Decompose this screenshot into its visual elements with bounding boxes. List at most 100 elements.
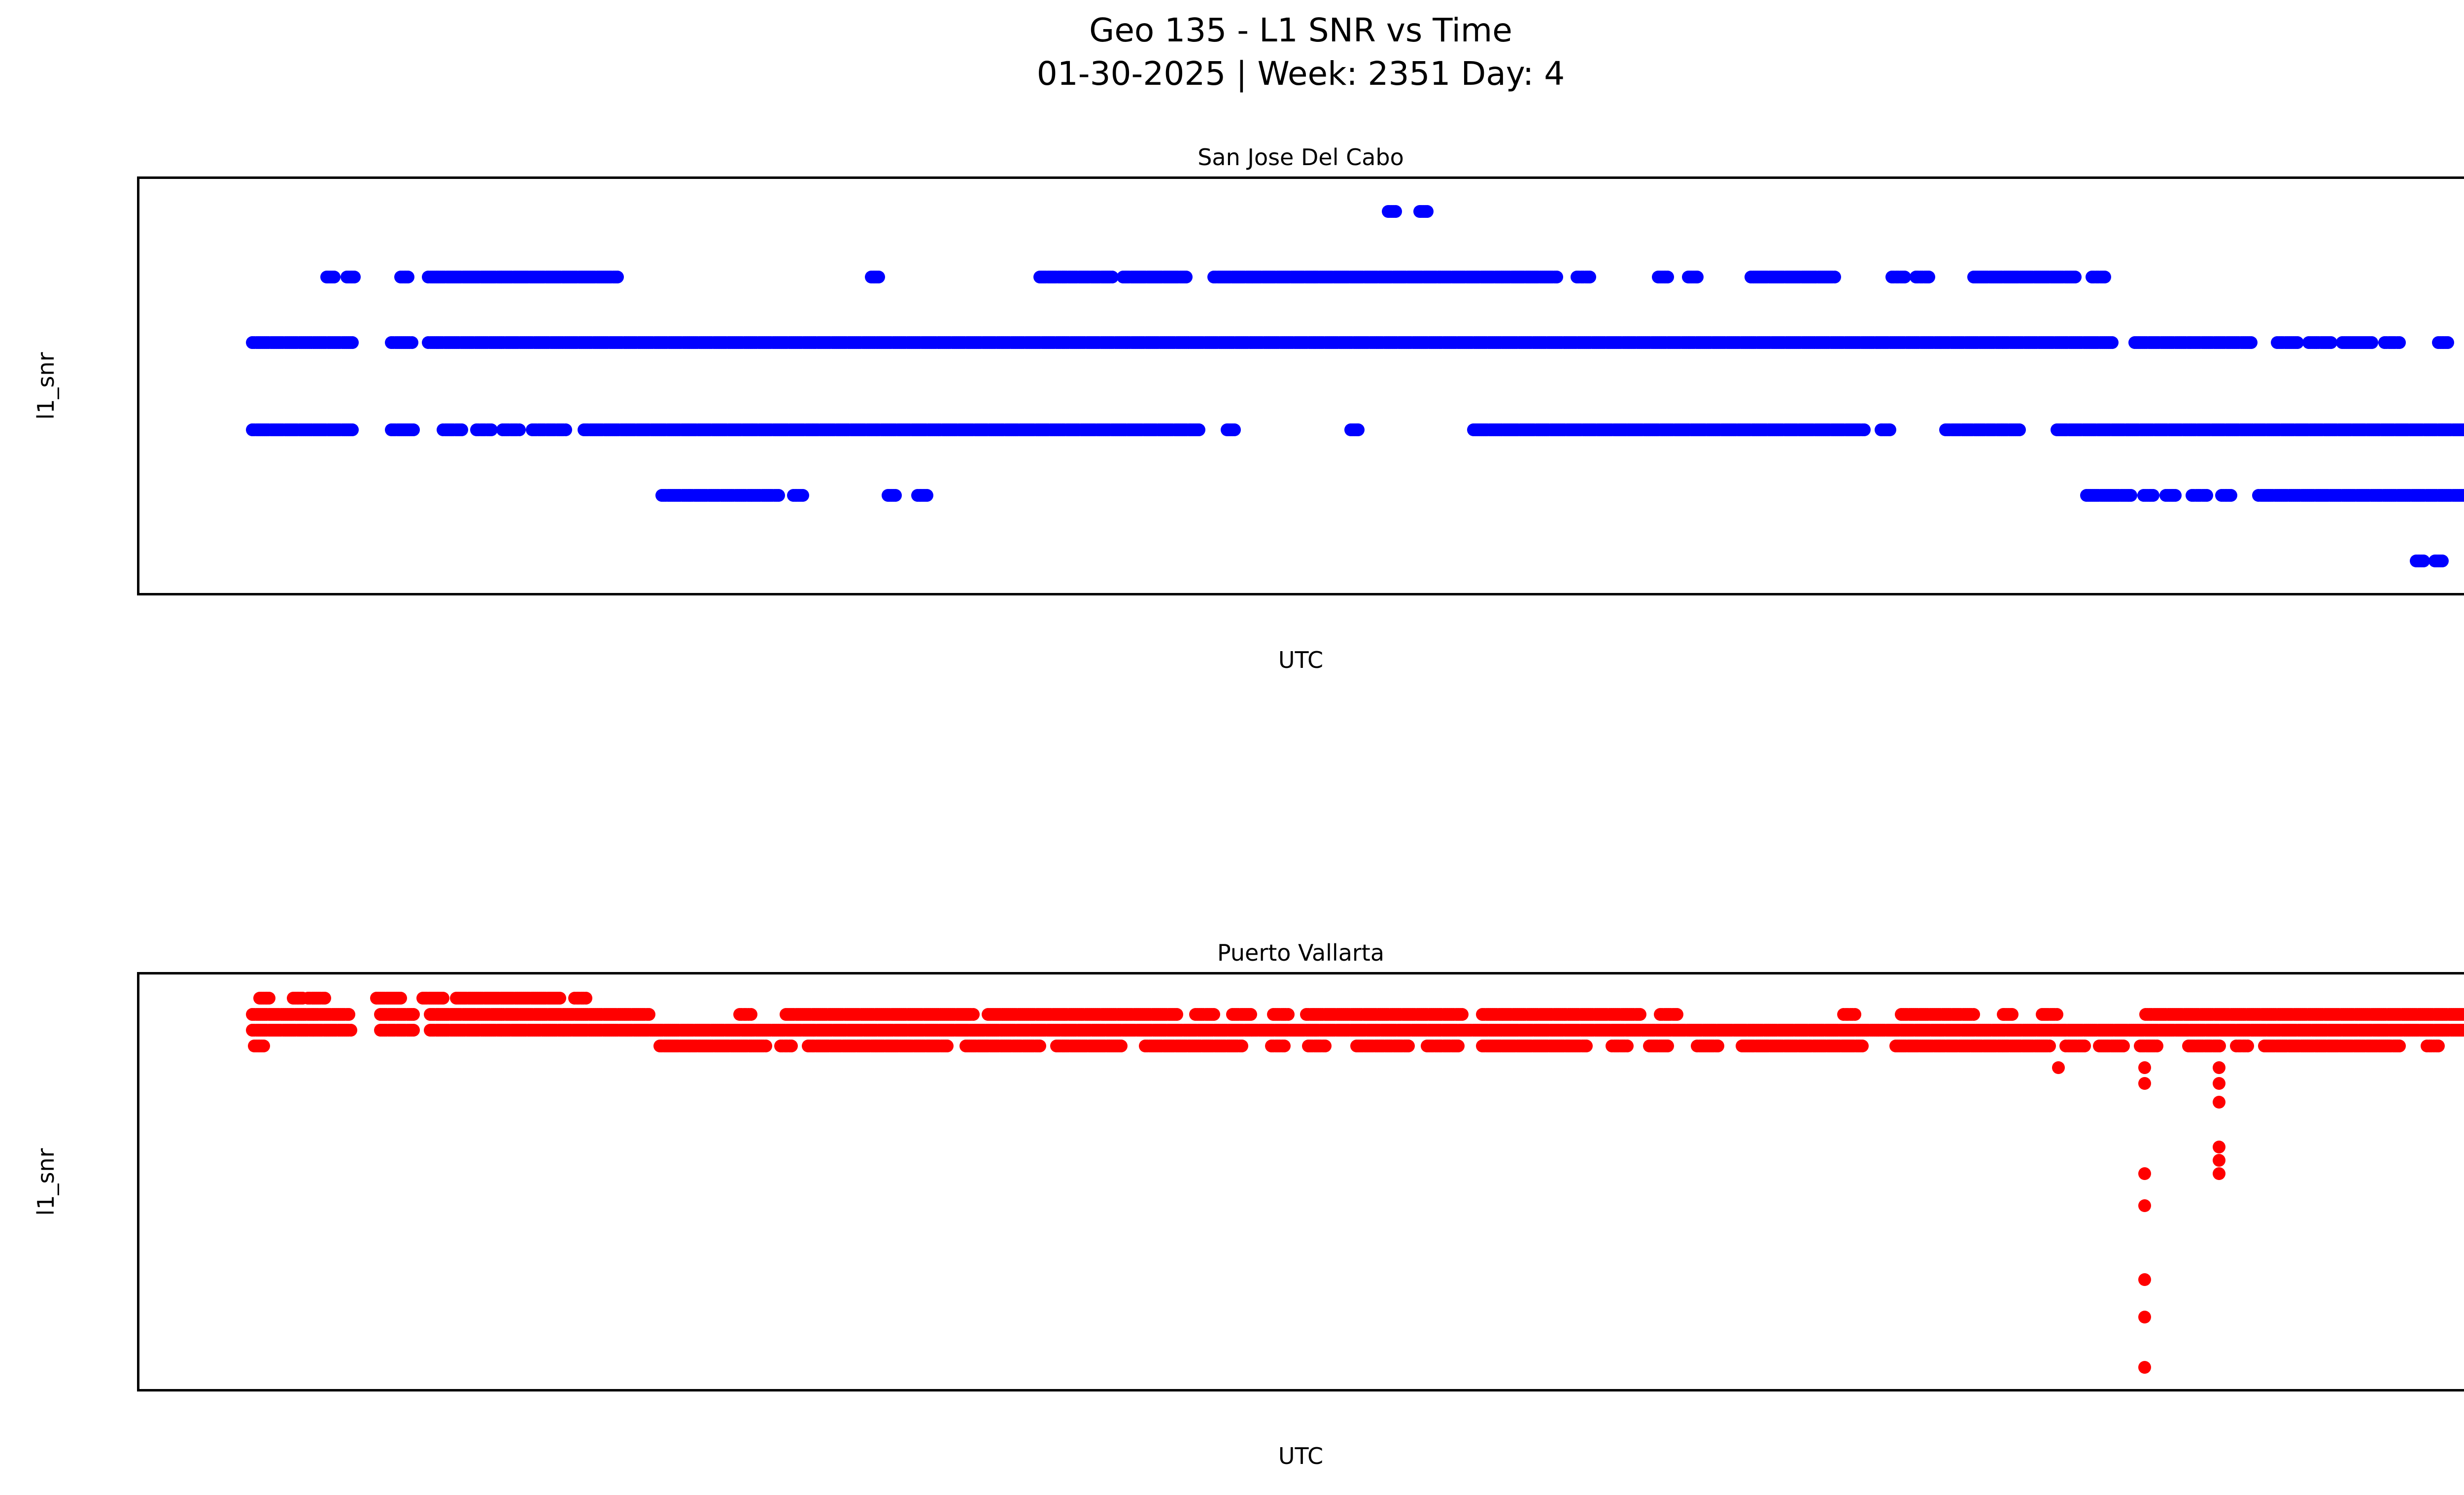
data-point xyxy=(2050,1008,2063,1021)
subplot-1-y-axis-label: l1_snr xyxy=(33,352,59,420)
data-point xyxy=(1278,1040,1291,1053)
data-point xyxy=(966,1008,980,1021)
data-point xyxy=(318,992,331,1005)
data-point xyxy=(920,488,933,502)
data-point xyxy=(327,271,341,284)
data-point xyxy=(407,423,420,437)
subplot-1-y-tick xyxy=(137,560,139,562)
subplot-1-x-tick xyxy=(250,593,252,595)
data-point xyxy=(872,271,885,284)
data-point xyxy=(346,423,359,437)
subplot-1-x-axis-label: UTC xyxy=(1278,647,1324,673)
data-point xyxy=(2147,488,2160,502)
data-point xyxy=(1033,1040,1046,1053)
data-point xyxy=(772,488,785,502)
subplot-1-x-tick xyxy=(1083,593,1085,595)
subplot-1-x-tick xyxy=(2195,593,2197,595)
subplot-1-y-tick xyxy=(137,451,139,452)
subplot-1-axes: 47.047.548.048.500:0003:0006:0009:0012:0… xyxy=(137,176,2464,595)
data-point xyxy=(346,336,359,349)
subplot-1-y-tick xyxy=(137,342,139,344)
data-point xyxy=(759,1040,772,1053)
data-point xyxy=(1402,1040,1415,1053)
data-point xyxy=(2069,271,2082,284)
data-point xyxy=(1389,205,1402,218)
figure-subtitle-line-2: 01-30-2025 | Week: 2351 Day: 4 xyxy=(1036,55,1565,93)
data-point xyxy=(1452,1040,1465,1053)
data-point xyxy=(437,992,450,1005)
data-point xyxy=(1857,423,1871,437)
subplot-1-title: San Jose Del Cabo xyxy=(1198,144,1404,171)
subplot-1-x-tick xyxy=(1639,593,1641,595)
data-point xyxy=(348,271,361,284)
subplot-1-plot-area xyxy=(139,179,2464,593)
data-point xyxy=(344,1024,357,1037)
data-point xyxy=(1193,423,1206,437)
data-point xyxy=(2245,336,2258,349)
data-point xyxy=(1170,1008,1184,1021)
data-point xyxy=(1691,271,1704,284)
data-point xyxy=(2441,336,2454,349)
data-point xyxy=(2200,488,2214,502)
data-point xyxy=(2106,336,2119,349)
subplot-1-x-tick xyxy=(1361,593,1363,595)
data-point xyxy=(1967,1008,1980,1021)
subplot-1-x-tick xyxy=(805,593,807,595)
data-point xyxy=(1848,1008,1861,1021)
subplot-2-y-axis-label: l1_snr xyxy=(33,1147,59,1216)
data-point xyxy=(744,1008,757,1021)
data-point xyxy=(553,992,567,1005)
data-point xyxy=(513,423,526,437)
data-point xyxy=(2124,488,2138,502)
data-point xyxy=(2393,336,2406,349)
data-point xyxy=(1661,271,1675,284)
data-point xyxy=(1318,1040,1332,1053)
subplot-1-y-tick xyxy=(137,233,139,235)
subplot-2-axes: 4446485000:0003:0006:0009:0012:0015:0018… xyxy=(137,972,2464,1391)
data-point xyxy=(1420,205,1434,218)
data-point xyxy=(2013,423,2026,437)
data-point xyxy=(796,488,809,502)
data-point xyxy=(1352,423,1365,437)
data-point xyxy=(1671,1008,1684,1021)
data-point xyxy=(940,1040,954,1053)
data-point xyxy=(1883,423,1897,437)
data-point xyxy=(1281,1008,1295,1021)
data-point xyxy=(1633,1008,1646,1021)
data-point xyxy=(407,1024,420,1037)
subplot-2-plot-area xyxy=(139,974,2464,1389)
data-point xyxy=(1115,1040,1128,1053)
data-point xyxy=(394,992,408,1005)
data-point xyxy=(1711,1040,1724,1053)
subplot-2-title: Puerto Vallarta xyxy=(1217,939,1385,966)
data-point xyxy=(1583,271,1597,284)
data-point xyxy=(1455,1008,1469,1021)
data-point xyxy=(2365,336,2378,349)
data-point xyxy=(1661,1040,1675,1053)
data-point xyxy=(2169,488,2182,502)
data-point xyxy=(785,1040,798,1053)
data-point xyxy=(2098,271,2112,284)
data-point xyxy=(579,992,592,1005)
data-point xyxy=(405,336,418,349)
data-point xyxy=(889,488,902,502)
data-point xyxy=(407,1008,420,1021)
figure-title-line-1: Geo 135 - L1 SNR vs Time xyxy=(1089,11,1512,49)
subplot-1-x-tick xyxy=(527,593,529,595)
data-point xyxy=(1179,271,1193,284)
data-point xyxy=(2006,1008,2019,1021)
data-point xyxy=(257,1040,270,1053)
data-point xyxy=(402,271,415,284)
data-point xyxy=(2435,554,2449,567)
data-point xyxy=(342,1008,355,1021)
data-point xyxy=(1922,271,1936,284)
data-point xyxy=(1828,271,1841,284)
data-point xyxy=(1550,271,1563,284)
data-point xyxy=(1244,1008,1258,1021)
data-point xyxy=(611,271,624,284)
data-point xyxy=(1235,1040,1248,1053)
data-point xyxy=(1207,1008,1221,1021)
data-point xyxy=(642,1008,655,1021)
data-point xyxy=(2224,488,2237,502)
